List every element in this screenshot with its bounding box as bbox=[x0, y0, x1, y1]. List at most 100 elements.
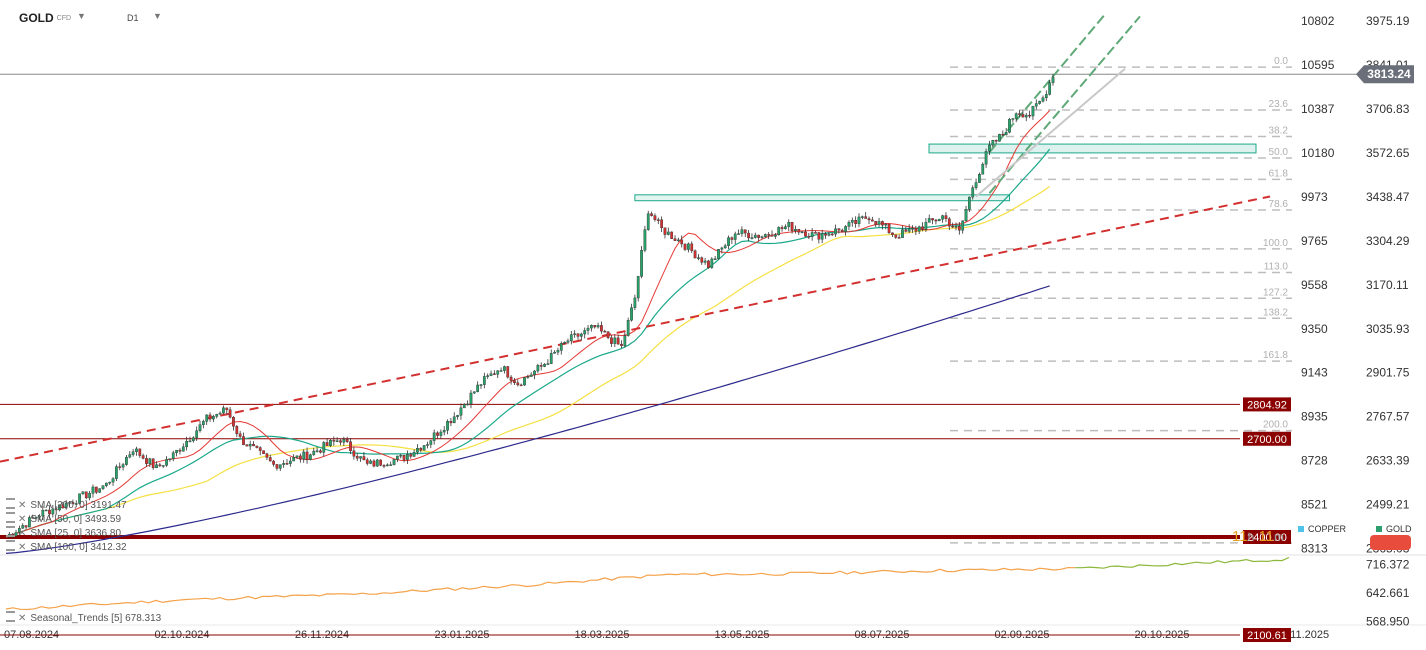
candle-up bbox=[472, 391, 476, 394]
right-price-tick: 3975.19 bbox=[1366, 14, 1410, 28]
candle-up bbox=[439, 431, 443, 436]
sma50-line bbox=[5, 148, 1051, 538]
candle-up bbox=[553, 351, 556, 354]
sma100-line bbox=[5, 185, 1051, 538]
candle-up bbox=[21, 525, 25, 529]
candle-up bbox=[981, 163, 985, 175]
gold-button[interactable] bbox=[1370, 535, 1411, 550]
indicator-settings-icon[interactable] bbox=[6, 498, 15, 509]
copper-legend-item[interactable]: COPPER bbox=[1298, 524, 1346, 534]
candle-down bbox=[600, 325, 603, 332]
symbol-tag: CFD bbox=[56, 15, 72, 22]
left-price-tick: 10387 bbox=[1301, 102, 1335, 116]
candle-down bbox=[24, 525, 28, 528]
candle-up bbox=[713, 258, 717, 261]
timeframe-dropdown-icon[interactable]: ▼ bbox=[153, 11, 162, 21]
indicator-settings-icon[interactable] bbox=[6, 512, 15, 523]
timer-hours: 11 bbox=[1232, 528, 1248, 545]
candle-up bbox=[121, 464, 125, 468]
candle-down bbox=[887, 223, 891, 234]
fib-level-label: 113.0 bbox=[1264, 261, 1289, 272]
candle-up bbox=[971, 187, 975, 198]
seasonal-forecast-line bbox=[1075, 556, 1290, 569]
fib-level-label: 23.6 bbox=[1269, 99, 1289, 110]
candle-up bbox=[666, 231, 670, 235]
fib-level-label: 38.2 bbox=[1269, 126, 1289, 137]
candle-up bbox=[800, 231, 804, 234]
candle-down bbox=[409, 454, 413, 457]
remove-indicator-icon[interactable]: ✕ bbox=[18, 514, 27, 525]
candle-up bbox=[549, 353, 553, 364]
candle-up bbox=[860, 216, 864, 218]
candle-up bbox=[426, 444, 429, 446]
candle-up bbox=[998, 133, 1001, 142]
candle-down bbox=[449, 421, 453, 424]
candle-up bbox=[794, 229, 797, 231]
candle-up bbox=[395, 455, 399, 460]
candle-down bbox=[770, 234, 774, 237]
indicator-legend-row: ✕ SMA [50, 0] 3493.59 bbox=[6, 512, 121, 525]
right-price-tick: 2499.21 bbox=[1366, 498, 1410, 512]
candle-down bbox=[365, 459, 369, 464]
left-price-tick: 8313 bbox=[1301, 541, 1328, 555]
right-price-tick: 3706.83 bbox=[1366, 102, 1410, 116]
symbol-dropdown-icon[interactable]: ▼ bbox=[77, 11, 86, 21]
candle-up bbox=[563, 341, 566, 344]
candle-up bbox=[954, 226, 958, 228]
indicator-label: SMA [25, 0] 3636.80 bbox=[30, 528, 122, 539]
candle-down bbox=[874, 221, 878, 225]
candle-down bbox=[656, 219, 660, 221]
candle-down bbox=[1021, 114, 1025, 118]
candle-down bbox=[757, 234, 761, 238]
gold-legend-item[interactable]: GOLD bbox=[1376, 524, 1412, 534]
indicator-settings-icon[interactable] bbox=[6, 526, 15, 537]
candle-down bbox=[513, 380, 516, 383]
left-price-tick: 8728 bbox=[1301, 454, 1328, 468]
candle-down bbox=[332, 440, 336, 442]
candle-down bbox=[867, 218, 871, 221]
candle-down bbox=[707, 260, 710, 268]
symbol-name[interactable]: GOLD CFD bbox=[19, 11, 72, 25]
candle-down bbox=[238, 433, 242, 437]
remove-indicator-icon[interactable]: ✕ bbox=[18, 542, 27, 553]
remove-indicator-icon[interactable]: ✕ bbox=[18, 500, 27, 511]
candle-up bbox=[18, 528, 21, 533]
candle-down bbox=[747, 232, 750, 239]
fib-level-label: 161.8 bbox=[1263, 350, 1288, 361]
indicator-settings-icon[interactable] bbox=[6, 540, 15, 551]
candle-down bbox=[700, 257, 704, 263]
candle-down bbox=[54, 508, 58, 511]
candle-up bbox=[104, 482, 108, 486]
candle-down bbox=[305, 451, 309, 460]
candle-up bbox=[128, 454, 132, 458]
candle-up bbox=[329, 440, 332, 446]
fib-level-label: 0.0 bbox=[1274, 56, 1288, 67]
candle-down bbox=[94, 486, 98, 493]
candle-up bbox=[148, 458, 152, 464]
candle-up bbox=[937, 219, 941, 222]
candle-up bbox=[636, 276, 640, 299]
candle-up bbox=[526, 376, 530, 378]
chart-header: GOLD CFD ▼ D1 ▼ bbox=[0, 0, 300, 36]
candle-up bbox=[901, 229, 904, 238]
candle-down bbox=[31, 517, 35, 519]
right-price-tick: 2901.75 bbox=[1366, 366, 1410, 380]
candle-down bbox=[854, 219, 858, 224]
candle-down bbox=[509, 376, 513, 381]
candle-up bbox=[165, 459, 168, 466]
level-price-badge bbox=[1243, 397, 1291, 412]
timeframe-selector[interactable]: D1 bbox=[127, 13, 139, 23]
remove-indicator-icon[interactable]: ✕ bbox=[18, 528, 27, 539]
candle-down bbox=[141, 455, 145, 459]
candle-up bbox=[676, 239, 680, 242]
candle-down bbox=[419, 448, 423, 451]
candle-up bbox=[1031, 105, 1035, 117]
indicator-legend-row: ✕ SMA [200, 0] 3191.47 bbox=[6, 498, 127, 511]
candle-down bbox=[797, 229, 801, 233]
candle-up bbox=[452, 416, 456, 424]
level-price-badge bbox=[1243, 628, 1291, 643]
channel-lower-line bbox=[988, 15, 1141, 194]
remove-indicator-icon[interactable]: ✕ bbox=[18, 613, 27, 624]
indicator-settings-icon[interactable] bbox=[6, 611, 15, 622]
